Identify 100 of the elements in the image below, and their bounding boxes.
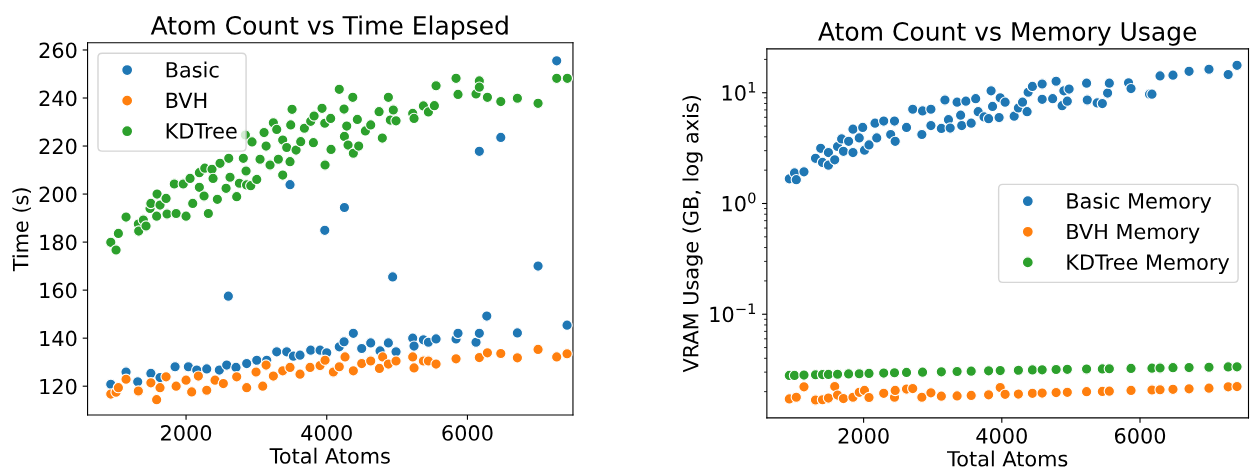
legend-label: KDTree: [166, 123, 237, 139]
y-axis-title: Time (s): [12, 188, 31, 272]
point: [798, 381, 810, 393]
point: [1203, 361, 1215, 373]
point: [185, 386, 198, 398]
x-tick-label: 6000: [1114, 427, 1166, 444]
y-tick-label: 180: [40, 234, 77, 251]
point: [450, 353, 462, 365]
legend-label: BVH: [166, 92, 207, 108]
point: [965, 365, 977, 377]
legend-label: KDTree Memory: [1067, 254, 1230, 275]
point: [160, 371, 172, 383]
x-axis-title: Total Atoms: [947, 450, 1068, 467]
legend-label: Basic Memory: [1067, 192, 1212, 213]
point: [376, 351, 389, 363]
x-tick-label: 4000: [976, 427, 1027, 444]
point: [481, 310, 493, 322]
point: [551, 55, 563, 67]
point: [1231, 361, 1243, 373]
point: [889, 384, 901, 397]
point: [132, 385, 145, 397]
point: [169, 361, 181, 373]
point: [878, 387, 890, 400]
point: [495, 131, 507, 144]
point: [339, 351, 351, 363]
point: [1103, 385, 1116, 397]
point: [1080, 385, 1093, 398]
y-tick-label: 240: [39, 90, 77, 107]
y-tick-label: 260: [39, 42, 77, 59]
point: [473, 351, 486, 364]
chart-title: Atom Count vs Memory Usage: [818, 21, 1197, 46]
y-tick-label: 220: [39, 138, 77, 155]
x-tick-label: 2000: [161, 425, 212, 441]
point: [1036, 387, 1048, 399]
point: [1036, 364, 1048, 376]
point: [935, 366, 948, 378]
point: [192, 370, 205, 382]
point: [1012, 388, 1025, 400]
point: [365, 337, 377, 349]
point: [294, 368, 306, 380]
y-tick-label: 160: [40, 282, 77, 299]
point: [532, 260, 544, 272]
x-axis-title: Total Atoms: [269, 447, 390, 464]
point: [430, 358, 442, 370]
point: [1154, 362, 1166, 374]
point: [982, 389, 995, 401]
point: [473, 327, 486, 340]
point: [831, 368, 844, 380]
y-tick-label: 10$^{−1}$: [710, 303, 756, 323]
point: [356, 342, 368, 355]
point: [319, 224, 331, 237]
point: [257, 380, 269, 392]
point: [170, 380, 182, 392]
point: [112, 381, 125, 394]
point: [382, 337, 395, 349]
point: [1103, 363, 1116, 375]
y-tick-label: 10$^{0}$: [722, 192, 756, 212]
point: [473, 145, 486, 158]
point: [407, 351, 419, 363]
point: [916, 391, 928, 403]
point: [221, 359, 233, 371]
point: [470, 336, 482, 348]
point: [386, 271, 399, 283]
point: [982, 365, 995, 377]
point: [201, 363, 213, 375]
point: [1167, 361, 1179, 374]
point: [1154, 384, 1166, 396]
point: [356, 357, 368, 370]
point: [878, 367, 890, 379]
point: [145, 377, 157, 389]
point: [842, 368, 855, 380]
point: [1012, 364, 1025, 376]
point: [365, 355, 377, 367]
point: [551, 351, 563, 363]
y-axis-title: VRAM Usage (GB, log axis): [682, 95, 703, 373]
point: [951, 365, 963, 378]
point: [916, 366, 929, 378]
point: [154, 381, 166, 394]
point: [798, 369, 810, 381]
legend-label: BVH Memory: [1067, 223, 1200, 244]
y-tick-label: 200: [39, 186, 77, 203]
point: [150, 393, 163, 406]
point: [925, 387, 937, 399]
point: [907, 382, 919, 395]
point: [1050, 386, 1062, 399]
point: [230, 371, 243, 383]
y-tick-label: 140: [40, 330, 77, 347]
point: [822, 392, 835, 404]
point: [408, 362, 420, 374]
point: [390, 355, 402, 367]
point: [294, 349, 306, 361]
point: [481, 347, 494, 359]
point: [1061, 363, 1074, 376]
point: [338, 336, 350, 348]
point: [347, 327, 360, 340]
point: [120, 373, 132, 385]
point: [347, 365, 360, 377]
point: [338, 201, 351, 214]
legend-label: Basic: [166, 61, 219, 78]
point: [999, 388, 1011, 401]
